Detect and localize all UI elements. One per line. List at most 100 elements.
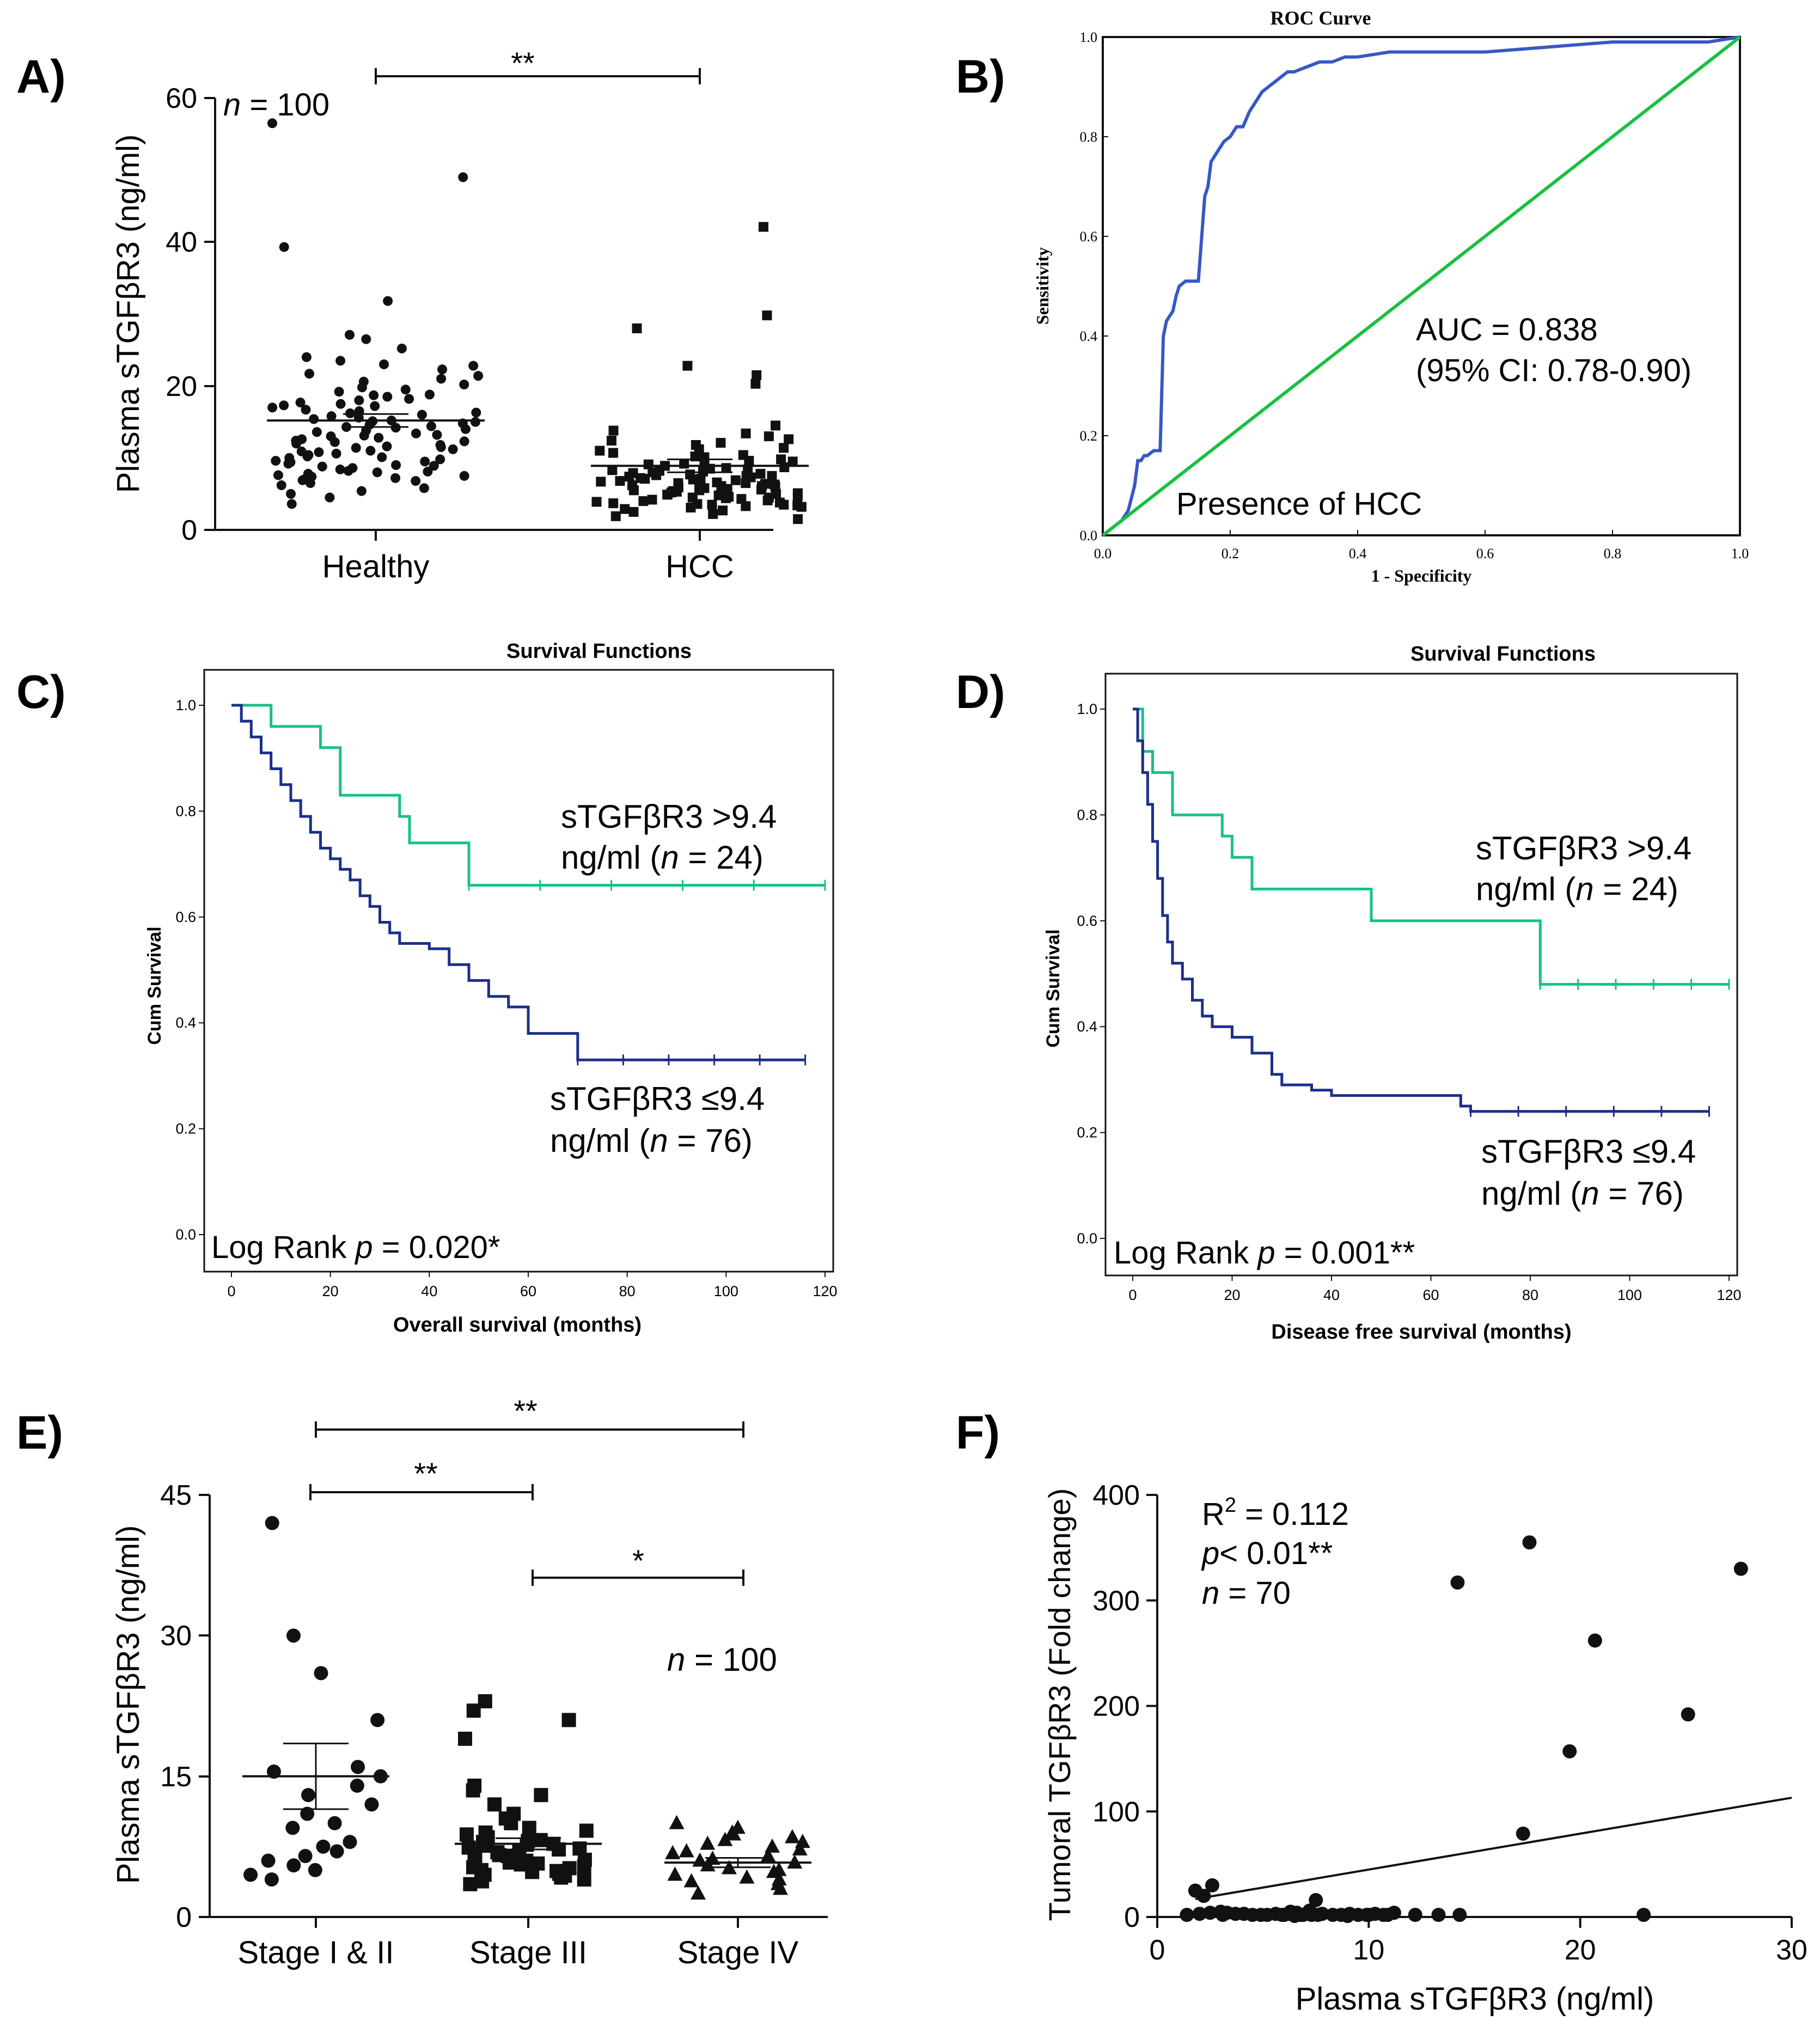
panel-f-point [1587,1633,1602,1648]
panel-e-point [530,1856,545,1871]
panel-f-point [1203,1906,1218,1920]
panel-f-xtick: 20 [1565,1934,1596,1966]
panel-a-point [741,428,751,438]
panel-e-ylabel: Plasma sTGFβR3 (ng/ml) [111,1525,146,1884]
panel-c-xtick: 80 [619,1283,636,1299]
panel-c-ytick: 0.0 [175,1226,196,1243]
panel-a-point [271,456,281,466]
panel-b-marks [1102,35,1741,537]
panel-e-point [667,1866,683,1881]
panel-b: B) ROC Curve 0.0 0.2 0.4 0.6 0.8 1.0 0.0 0.2 0.4… [956,7,1749,585]
panel-b-title: ROC Curve [1271,7,1371,29]
panel-c-logrank: Log Rank p = 0.020* [211,1230,500,1265]
panel-d-ytick: 0.6 [1077,913,1097,929]
panel-c-xtick: 40 [421,1283,437,1299]
panel-a-point [752,370,762,380]
panel-e-sig: * [632,1543,644,1578]
panel-e-point [477,1867,492,1882]
panel-a-point [329,437,340,447]
panel-a-point [459,471,469,481]
panel-a-point [610,511,621,521]
panel-a-point [411,476,421,486]
panel-a-point [372,467,382,478]
panel-a-point [718,505,728,516]
panel-d-hi-label: sTGFβR3 >9.4 [1476,830,1691,866]
panel-a-point [424,389,435,400]
panel-e-point [463,1877,478,1891]
panel-d-ylabel: Cum Survival [1043,929,1064,1047]
panel-f-point [1309,1893,1323,1907]
panel-e-point [314,1666,328,1681]
panel-a-point [411,428,421,438]
panel-c-xlabel: Overall survival (months) [393,1314,642,1336]
panel-a-point [743,464,753,474]
panel-a-ytick: 40 [166,227,197,258]
panel-e-sig: ** [514,1394,538,1428]
panel-a-point [365,445,376,456]
panel-a-point [470,417,480,427]
panel-f-letter: F) [956,1407,1000,1459]
panel-a-point [296,446,307,456]
panel-b-xtick: 0.0 [1094,546,1112,561]
panel-a-point [335,399,346,409]
panel-e-point [351,1760,365,1774]
panel-a-point [624,472,634,482]
panel-f-r2: R2 = 0.112 [1202,1494,1349,1532]
panel-b-auc: AUC = 0.838 [1416,312,1598,347]
panel-f-xlabel: Plasma sTGFβR3 (ng/ml) [1296,1981,1654,2017]
panel-a-point [628,506,639,517]
panel-a-ytick: 20 [166,371,197,402]
panel-e-ytick: 45 [160,1480,192,1511]
panel-a-point [730,475,741,485]
panel-a-point [707,499,717,510]
panel-c-survival-curve [231,704,825,887]
panel-e-point [466,1703,481,1718]
panel-a-point [591,497,602,507]
panel-a-point [779,462,790,473]
panel-d-lo-n: ng/ml (n = 76) [1481,1175,1684,1212]
panel-a-point [400,384,411,395]
panel-a-point [750,378,761,389]
panel-a-point [267,118,277,129]
panel-b-xlabel: 1 - Specificity [1371,566,1472,585]
panel-a-point [762,310,772,321]
panel-a-point [369,390,379,400]
panel-e-point [266,1764,281,1779]
panel-f-point [1733,1561,1748,1576]
panel-a-point [295,398,306,408]
panel-a-point [273,470,283,480]
panel-f-point [1562,1744,1577,1759]
panel-e-point [549,1864,564,1878]
panel-f-xtick: 30 [1776,1934,1807,1966]
panel-a-point [305,478,315,489]
panel-e-point [458,1731,473,1746]
panel-a-point [301,352,312,362]
panel-a-point [716,481,726,491]
panel-e-marks [242,1516,811,1900]
panel-a-point [741,501,751,511]
panel-d-ytick: 1.0 [1077,701,1097,717]
panel-e-point [522,1821,536,1835]
panel-a-point [436,442,446,453]
panel-c-xtick: 60 [520,1283,536,1299]
panel-d-title: Survival Functions [1410,643,1596,665]
panel-a-point [379,359,389,370]
panel-a-point [596,477,606,487]
panel-a-point [776,454,786,465]
panel-a-point [325,492,335,503]
panel-a-point [420,456,430,467]
panel-a-point [354,395,364,406]
panel-d-letter: D) [956,666,1005,718]
panel-b-reference-line [1102,35,1741,537]
panel-a-point [276,480,286,491]
panel-a-sig: ** [511,46,535,80]
panel-e-point [683,1873,699,1888]
panel-a-point [304,369,315,379]
panel-a-point [694,444,704,454]
panel-a-point [309,414,319,424]
panel-e-point [504,1816,518,1830]
panel-f-p: p< 0.01** [1201,1536,1333,1571]
panel-a-point [286,489,296,499]
panel-a-point [770,481,780,492]
